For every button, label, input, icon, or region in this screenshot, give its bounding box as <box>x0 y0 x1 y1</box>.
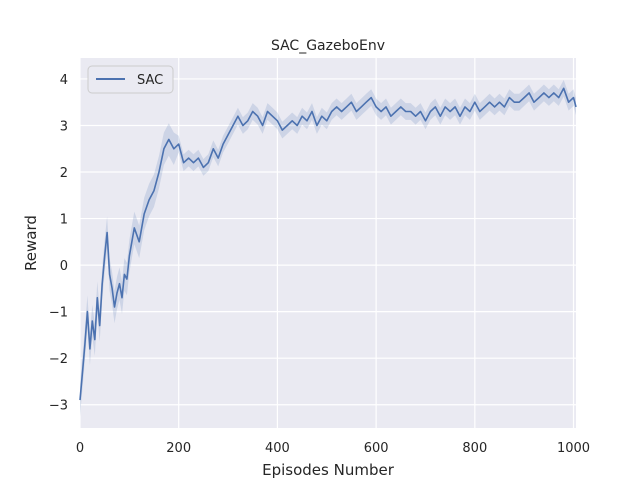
y-tick-labels: −3 −2 −1 0 1 2 3 4 <box>49 73 68 414</box>
y-tick-label: −3 <box>49 399 68 414</box>
y-axis-label: Reward <box>22 215 40 271</box>
legend-box <box>87 65 174 94</box>
legend: SAC <box>87 65 174 94</box>
y-tick-label: −2 <box>49 352 68 367</box>
series-line-sac <box>79 87 577 401</box>
y-tick-label: 1 <box>60 213 68 228</box>
x-axis-label: Episodes Number <box>262 461 395 479</box>
grid <box>79 58 576 428</box>
y-tick-label: 3 <box>60 119 68 134</box>
x-tick-labels: 0 200 400 600 800 1000 <box>76 441 590 456</box>
x-tick-label: 1000 <box>557 441 590 456</box>
y-tick-label: 0 <box>60 259 68 274</box>
x-tick-label: 200 <box>166 441 191 456</box>
x-tick-label: 400 <box>265 441 290 456</box>
x-tick-label: 600 <box>364 441 389 456</box>
x-tick-label: 800 <box>462 441 487 456</box>
legend-label: SAC <box>137 73 163 88</box>
y-tick-label: −1 <box>49 306 68 321</box>
y-tick-label: 4 <box>60 73 68 88</box>
chart-title: SAC_GazeboEnv <box>271 38 385 54</box>
x-tick-label: 0 <box>76 441 84 456</box>
series-band-sac <box>80 79 576 417</box>
y-tick-label: 2 <box>60 166 68 181</box>
